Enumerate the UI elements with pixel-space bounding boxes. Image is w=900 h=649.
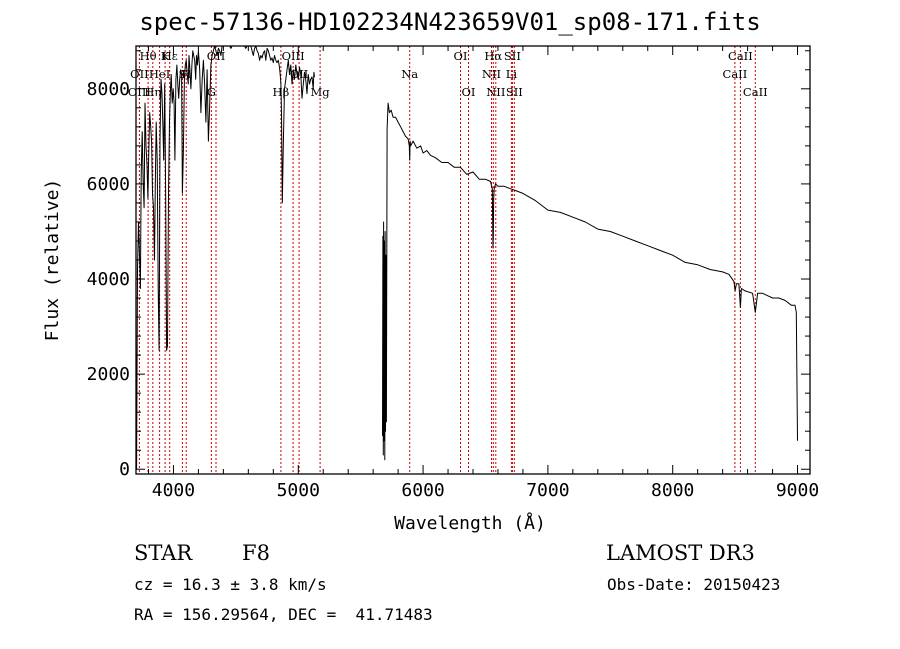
redshift-readout: cz = 16.3 ± 3.8 km/s (134, 575, 327, 594)
spectral-line-label: CaII (728, 49, 753, 63)
spectral-line-label: Mg (311, 85, 331, 99)
spectral-line-label: NII (482, 67, 501, 81)
x-tick-label: 9000 (776, 480, 819, 501)
spectral-line-label: OI (454, 49, 468, 63)
x-tick-label: 7000 (526, 480, 569, 501)
observation-date: Obs-Date: 20150423 (607, 575, 781, 594)
spectral-line-label: NII (486, 85, 505, 99)
spectral-line-label: OII (290, 67, 309, 81)
spectrum-series (135, 45, 798, 470)
y-tick-label: 0 (119, 459, 130, 480)
x-tick-label: 8000 (651, 480, 694, 501)
spectral-line-label: Li (506, 67, 518, 81)
spectrum-segment-2 (382, 102, 798, 461)
spectral-line-label: CaII (723, 67, 748, 81)
spectral-line-label: HeI (149, 67, 170, 81)
y-tick-label: 4000 (87, 269, 130, 290)
plot-frame (135, 45, 811, 475)
spectral-line-label: H (181, 67, 191, 81)
spectral-line-label: Hβ (273, 85, 290, 99)
spectral-line-label: K (161, 49, 170, 63)
spectral-line-label: Hη (144, 85, 161, 99)
spectral-line-label: SII (506, 85, 523, 99)
spectral-line-label: CaII (743, 85, 768, 99)
coordinates: RA = 156.29564, DEC = 41.71483 (134, 605, 433, 624)
spectrum-segment-1 (135, 45, 315, 470)
spectral-line-label: SII (504, 49, 521, 63)
spectral-line-label: OI (462, 85, 476, 99)
spectral-subclass: F8 (242, 541, 270, 565)
spectral-line-label: Hε (162, 49, 178, 63)
object-type: STAR (134, 541, 193, 565)
y-tick-label: 2000 (87, 364, 130, 385)
chart-title: spec-57136-HD102234N423659V01_sp08-171.f… (139, 8, 761, 36)
spectral-line-label: OIII (128, 85, 151, 99)
y-tick-label: 6000 (87, 174, 130, 195)
x-axis-label: Wavelength (Å) (394, 512, 546, 534)
y-tick-label: 8000 (87, 79, 130, 100)
spectral-line-markers (138, 46, 756, 474)
spectral-line-label: OII (130, 67, 149, 81)
spectral-line-label: OIII (282, 49, 305, 63)
axes: 4000 5000 6000 7000 8000 9000 0 2000 4000 6000 800… (87, 46, 819, 501)
spectral-line-label: G (207, 85, 216, 99)
spectral-line-label: Na (401, 67, 418, 81)
spectral-line-label: Hα (484, 49, 502, 63)
spectral-line-label: Hθ (140, 49, 157, 63)
x-tick-label: 5000 (277, 480, 320, 501)
x-tick-label: 4000 (152, 480, 195, 501)
x-tick-label: 6000 (401, 480, 444, 501)
spectral-line-label: OII (207, 49, 226, 63)
y-axis-label: Flux (relative) (42, 179, 63, 342)
survey-name: LAMOST DR3 (606, 541, 755, 565)
spectral-line-label: S (178, 67, 186, 81)
